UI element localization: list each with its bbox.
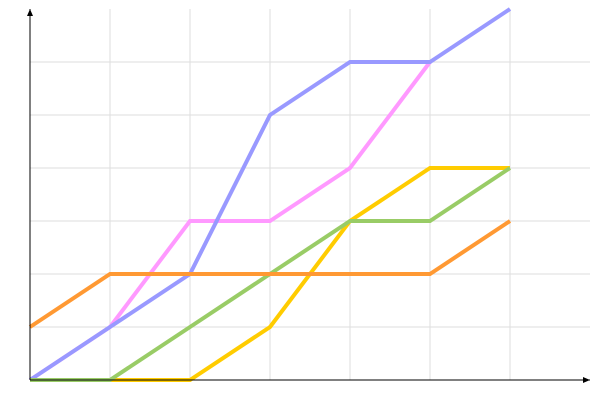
x-axis-arrow-icon xyxy=(583,377,590,383)
series-group xyxy=(28,7,512,382)
series-line-1 xyxy=(28,7,512,382)
series-line-4 xyxy=(28,219,512,329)
y-axis-arrow-icon xyxy=(27,9,33,16)
axes xyxy=(27,9,590,383)
